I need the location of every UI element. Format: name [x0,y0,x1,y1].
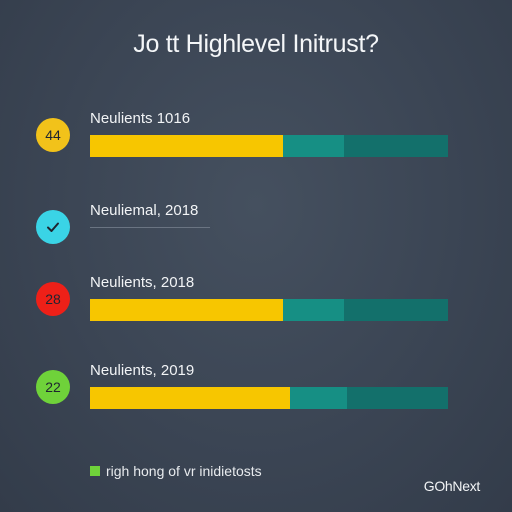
row-bar [90,387,448,409]
row-bar [90,299,448,321]
chart-row: 22 Neulients, 2019 [0,360,512,420]
check-icon [47,222,59,232]
row-label: Neulients, 2019 [90,362,195,379]
row-badge: 44 [36,118,70,152]
row-badge [36,210,70,244]
bar-segment [90,299,283,321]
chart-row: Neuliemal, 2018 [0,200,512,260]
brand-logo-text: GOhNext [423,478,481,494]
bar-segment [344,299,448,321]
row-label: Neuliemal, 2018 [90,202,199,219]
bar-segment [283,299,344,321]
bar-segment [90,387,290,409]
bar-segment [290,387,347,409]
bar-segment [347,387,448,409]
row-underline [90,227,210,228]
legend-swatch [90,466,100,476]
chart-row: 44 Neulients 1016 [0,108,512,168]
bar-segment [283,135,344,157]
chart-row: 28 Neulients, 2018 [0,272,512,332]
legend: righ hong of vr inidietosts [90,463,262,479]
chart-title: Jo tt Highlevel Initrust? [133,30,379,58]
legend-label: righ hong of vr inidietosts [106,463,262,479]
row-label: Neulients, 2018 [90,274,195,291]
row-label: Neulients 1016 [90,110,191,127]
row-badge: 22 [36,370,70,404]
row-badge: 28 [36,282,70,316]
bar-segment [344,135,448,157]
bar-segment [90,135,283,157]
row-bar [90,135,448,157]
